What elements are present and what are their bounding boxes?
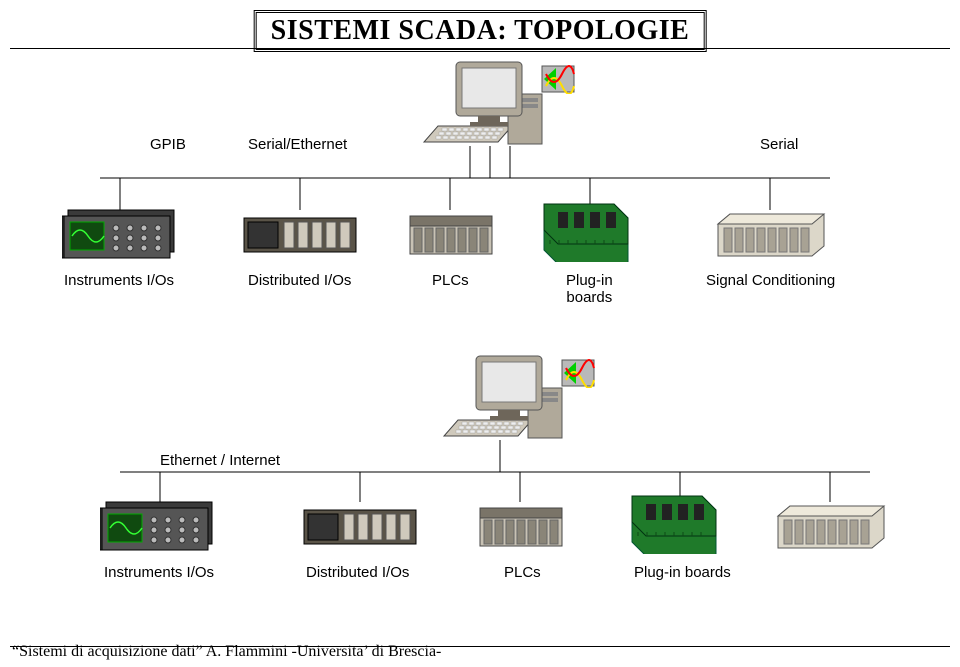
label-instruments-bottom: Instruments I/Os [104, 564, 214, 581]
label-plcs-bottom: PLCs [504, 564, 541, 581]
instrument-bottom [100, 496, 218, 554]
plc-bottom [478, 502, 566, 550]
distributed-bottom [300, 502, 420, 550]
plugin-bottom [624, 492, 734, 554]
page-root: SISTEMI SCADA: TOPOLOGIE GPIB Serial/Eth… [0, 0, 960, 667]
label-plugin-bottom: Plug-in boards [634, 564, 731, 581]
rack-bottom [776, 504, 886, 552]
label-distributed-bottom: Distributed I/Os [306, 564, 409, 581]
footer-text: “Sistemi di acquisizione dati” A. Flammi… [12, 643, 441, 661]
